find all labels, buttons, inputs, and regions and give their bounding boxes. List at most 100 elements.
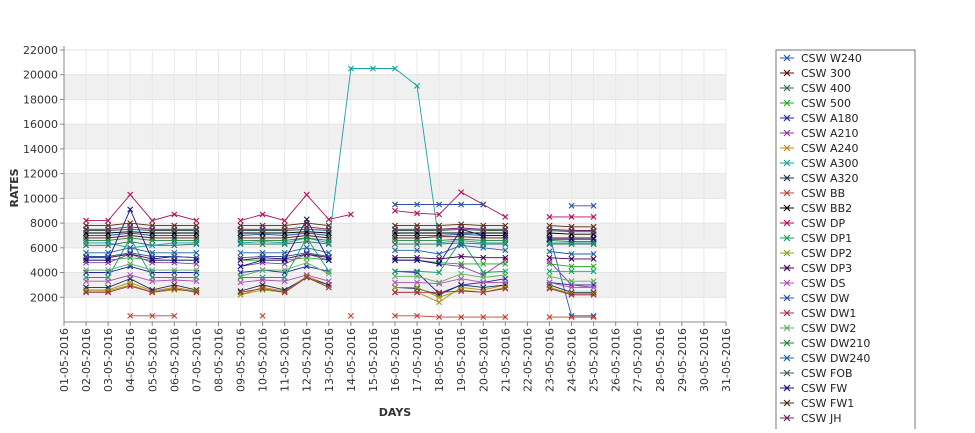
data-point [546,314,553,321]
data-point [414,312,421,319]
legend-box [775,49,916,433]
series-line [86,247,197,254]
data-point [303,226,310,233]
data-point [149,257,156,264]
data-point [590,291,597,298]
legend-item: CSW 400 [780,82,851,95]
data-point [392,227,398,234]
data-point [502,227,509,234]
legend-swatch-marker [783,324,791,332]
data-point [281,217,288,224]
data-point [127,206,134,213]
data-point [303,191,310,198]
data-point [546,234,553,241]
data-point [590,278,597,285]
data-point [458,189,465,196]
y-tick-label: 20000 [23,69,58,82]
data-point [83,269,90,276]
data-point [392,279,398,286]
data-point [369,65,376,72]
data-point [105,249,112,256]
data-point [149,289,156,296]
data-point [436,260,443,267]
data-point [436,314,443,321]
data-point [281,232,288,239]
data-point [392,207,398,214]
data-point [259,257,266,264]
series-layer [83,65,597,321]
series-line [86,265,197,273]
data-point [568,278,575,285]
data-point [480,232,487,239]
data-point [237,279,244,286]
x-tick-label: 28-05-2016 [654,328,667,392]
data-point [347,211,354,218]
data-point [436,299,443,306]
data-point [392,284,398,291]
data-point [480,237,487,244]
data-point [502,247,509,254]
data-point [127,234,134,241]
data-point [193,234,200,241]
data-point [480,269,487,276]
legend-item: CSW DP1 [780,232,852,245]
data-point [281,234,288,241]
legend-swatch-marker [783,54,791,62]
data-point [325,249,332,256]
legend-label: CSW 400 [801,82,851,95]
data-point [546,254,553,261]
data-point [568,291,575,298]
x-tick-label: 08-05-2016 [212,328,225,392]
series-line [86,194,197,222]
data-point [105,288,112,295]
data-point [105,278,112,285]
x-tick-label: 25-05-2016 [588,328,601,392]
data-point [568,236,575,243]
data-point [436,239,443,246]
series-line [86,235,197,239]
data-point [502,254,509,261]
legend-label: CSW DW240 [801,352,870,365]
data-point [436,289,443,296]
data-point [83,249,90,256]
data-point [458,237,465,244]
data-point [325,278,332,285]
data-point [149,217,156,224]
legend-label: CSW A320 [801,172,859,185]
legend-item: CSW JH [780,412,842,425]
data-point [458,275,465,282]
data-point [149,234,156,241]
data-point [480,314,487,321]
series-line [394,284,506,296]
x-tick-label: 19-05-2016 [455,328,468,392]
legend-item: CSW DS [780,277,846,290]
data-point [193,254,200,261]
legend-swatch-marker [783,294,791,302]
data-point [414,254,421,261]
data-point [392,289,398,296]
data-point [281,239,288,246]
x-tick-label: 24-05-2016 [566,328,579,392]
data-point [171,234,178,241]
series-line [86,241,197,246]
data-point [281,237,288,244]
data-point [590,289,597,296]
data-point [590,227,597,234]
data-point [458,263,465,270]
data-point [414,284,421,291]
data-point [303,223,310,230]
x-tick-label: 03-05-2016 [102,328,115,392]
legend-item: CSW A180 [780,112,859,125]
data-point [237,291,244,298]
legend-label: CSW DP3 [801,262,852,275]
y-tick-label: 12000 [23,168,58,181]
legend-swatch-marker [783,159,791,167]
data-point [259,254,266,261]
legend-swatch-marker [783,384,791,392]
data-point [83,239,90,246]
data-point [259,238,266,245]
data-point [171,226,178,233]
data-point [259,249,266,256]
series-group [83,254,597,270]
x-tick-label: 23-05-2016 [543,328,556,392]
